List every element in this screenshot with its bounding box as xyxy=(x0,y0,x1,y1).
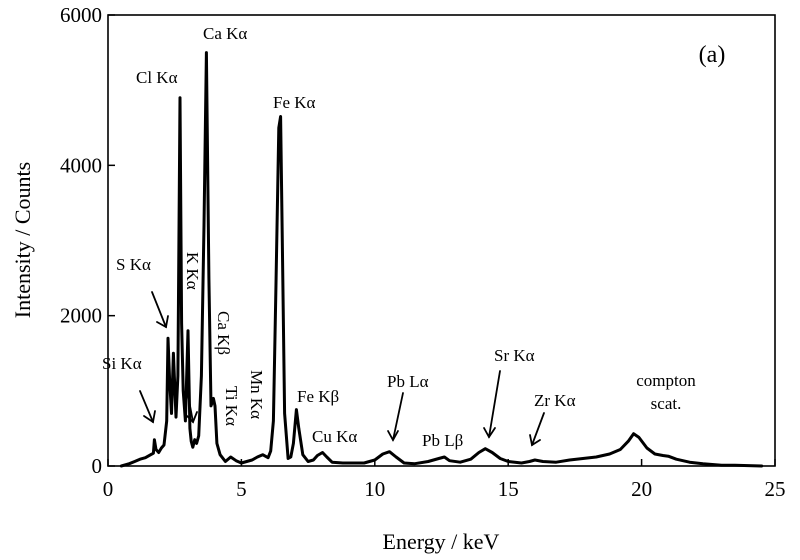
peak-label-ca-kb: Ca Kβ xyxy=(214,311,233,355)
peak-label-zr-ka: Zr Kα xyxy=(534,391,576,410)
x-tick-label: 15 xyxy=(498,477,519,501)
plot-frame xyxy=(107,14,776,467)
spectrum-line xyxy=(119,51,764,468)
y-tick-label: 6000 xyxy=(60,3,102,27)
y-tick-label: 4000 xyxy=(60,153,102,177)
peak-label-ti-ka: Ti Kα xyxy=(222,386,241,426)
peak-label-k-ka: K Kα xyxy=(183,252,202,290)
peak-label-mn-ka: Mn Kα xyxy=(247,370,266,419)
peak-label-fe-ka: Fe Kα xyxy=(273,93,316,112)
y-axis-title: Intensity / Counts xyxy=(10,162,35,318)
peak-label-s-ka: S Kα xyxy=(116,255,151,274)
arrow-sr-ka xyxy=(483,370,501,439)
x-tick-label: 25 xyxy=(765,477,786,501)
x-axis-title: Energy / keV xyxy=(383,529,500,554)
x-tick-label: 5 xyxy=(236,477,247,501)
peak-label-cl-ka: Cl Kα xyxy=(136,68,178,87)
y-axis-ticks: 0 2000 4000 6000 xyxy=(60,3,115,478)
y-tick-label: 0 xyxy=(92,454,103,478)
peak-label-pb-la: Pb Lα xyxy=(387,372,429,391)
peak-label-si-ka: Si Kα xyxy=(102,354,142,373)
arrow-pb-la xyxy=(387,392,404,442)
arrow-k-ka xyxy=(185,383,198,424)
annotation-arrows xyxy=(139,291,545,447)
peak-label-compton-scat: scat. xyxy=(651,394,682,413)
peak-label-sr-ka: Sr Kα xyxy=(494,346,535,365)
peak-label-pb-lb: Pb Lβ xyxy=(422,431,463,450)
arrow-si-ka xyxy=(139,390,156,424)
x-tick-label: 20 xyxy=(631,477,652,501)
arrow-zr-ka xyxy=(529,412,545,447)
x-tick-label: 0 xyxy=(103,477,114,501)
peak-label-cu-ka: Cu Kα xyxy=(312,427,357,446)
x-axis-ticks: 0 5 10 15 20 25 xyxy=(103,459,786,501)
y-tick-label: 2000 xyxy=(60,304,102,328)
x-tick-label: 10 xyxy=(364,477,385,501)
panel-label: (a) xyxy=(699,42,726,68)
peak-label-fe-kb: Fe Kβ xyxy=(297,387,339,406)
arrow-s-ka xyxy=(151,291,169,329)
peak-label-ca-ka: Ca Kα xyxy=(203,24,247,43)
peak-label-compton: compton xyxy=(636,371,696,390)
